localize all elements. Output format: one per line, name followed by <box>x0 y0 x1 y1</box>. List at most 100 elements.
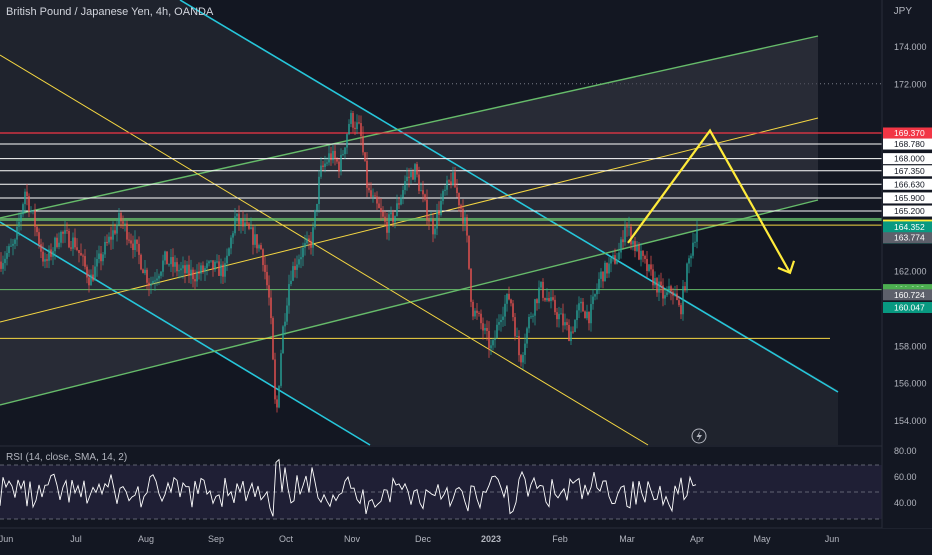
candle-body <box>412 171 414 180</box>
candle-body <box>82 255 84 257</box>
candle-body <box>62 231 64 234</box>
price-tag-label-3: 167.350 <box>894 166 925 176</box>
candle-body <box>290 280 292 285</box>
candle-body <box>468 235 470 269</box>
candle-body <box>438 210 440 215</box>
candle-body <box>60 231 62 243</box>
candle-body <box>484 328 486 331</box>
candle-body <box>632 241 634 245</box>
lightning-icon[interactable] <box>691 428 707 444</box>
price-tag-4 <box>883 178 932 190</box>
candle-body <box>306 238 308 244</box>
candle-body <box>330 153 332 161</box>
candle-body <box>522 354 524 363</box>
candle-body <box>176 262 178 272</box>
candle-body <box>490 345 492 349</box>
candle-body <box>452 172 454 185</box>
candle-body <box>204 268 206 272</box>
candle-body <box>356 122 358 130</box>
candle-body <box>348 123 350 135</box>
candle-body <box>140 254 142 270</box>
candle-body <box>616 259 618 264</box>
candle-body <box>386 221 388 233</box>
candle-body <box>512 303 514 318</box>
x-tick-label-7: 2023 <box>481 534 501 544</box>
price-tag-5 <box>883 192 932 204</box>
candle-body <box>334 150 336 159</box>
candle-body <box>116 224 118 234</box>
candle-body <box>360 123 362 137</box>
price-tag-label-0: 169.370 <box>894 128 925 138</box>
candle-body <box>50 249 52 257</box>
rsi-panel <box>0 445 932 529</box>
candle-body <box>454 172 456 188</box>
candle-body <box>12 243 14 246</box>
candle-body <box>516 336 518 338</box>
candle-body <box>180 268 182 271</box>
candle-body <box>528 316 530 329</box>
candle-body <box>562 313 564 326</box>
candle-body <box>472 301 474 317</box>
price-tag-10 <box>883 232 932 244</box>
x-tick-label-12: Jun <box>825 534 840 544</box>
candle-body <box>540 281 542 288</box>
candle-body <box>2 263 4 269</box>
candle-body <box>228 248 230 256</box>
candle-body <box>220 264 222 276</box>
candle-body <box>138 243 140 255</box>
y-tick-label-5: 156.000 <box>894 379 927 389</box>
price-tag-2 <box>883 153 932 165</box>
candle-body <box>460 205 462 209</box>
candle-body <box>372 195 374 197</box>
candle-body <box>502 316 504 320</box>
rising-channel-upper <box>0 35 819 219</box>
candle-body <box>362 136 364 153</box>
rsi-legend[interactable]: RSI (14, close, SMA, 14, 2) <box>6 452 128 463</box>
candle-body <box>246 222 248 224</box>
candle-body <box>124 223 126 225</box>
candle-body <box>548 298 550 301</box>
candle-body <box>142 269 144 274</box>
candle-body <box>16 226 18 240</box>
candle-body <box>164 251 166 261</box>
candle-body <box>30 210 32 212</box>
rsi-tick-label-0: 80.00 <box>894 446 917 456</box>
candle-body <box>536 299 538 304</box>
candle-body <box>268 285 270 298</box>
candle-body <box>336 158 338 162</box>
candle-body <box>134 239 136 251</box>
candle-body <box>474 310 476 317</box>
candle-body <box>312 227 314 248</box>
candle-body <box>132 243 134 251</box>
candle-body <box>42 251 44 262</box>
candle-body <box>90 274 92 286</box>
candle-body <box>668 286 670 293</box>
candle-body <box>684 286 686 291</box>
candle-body <box>670 286 672 292</box>
price-axis: 174.000 172.000 168.000 162.000 158.000 156.0… <box>881 0 932 528</box>
candle-body <box>38 232 40 245</box>
candle-body <box>94 266 96 281</box>
candle-body <box>602 271 604 282</box>
candle-body <box>252 227 254 245</box>
candle-body <box>582 301 584 312</box>
candle-body <box>414 164 416 180</box>
candle-body <box>88 277 90 286</box>
candle-body <box>232 233 234 238</box>
candle-body <box>638 244 640 260</box>
candle-body <box>256 234 258 249</box>
x-tick-label-1: Jul <box>70 534 82 544</box>
candle-body <box>310 240 312 248</box>
candle-body <box>214 261 216 270</box>
candle-body <box>626 226 628 228</box>
support-band <box>0 217 882 221</box>
candle-body <box>270 297 272 319</box>
x-tick-label-5: Nov <box>344 534 361 544</box>
candle-body <box>382 212 384 217</box>
candle-body <box>648 264 650 271</box>
symbol-title[interactable]: British Pound / Japanese Yen, 4h, OANDA <box>6 6 214 18</box>
candle-body <box>278 385 280 408</box>
candle-body <box>598 278 600 289</box>
